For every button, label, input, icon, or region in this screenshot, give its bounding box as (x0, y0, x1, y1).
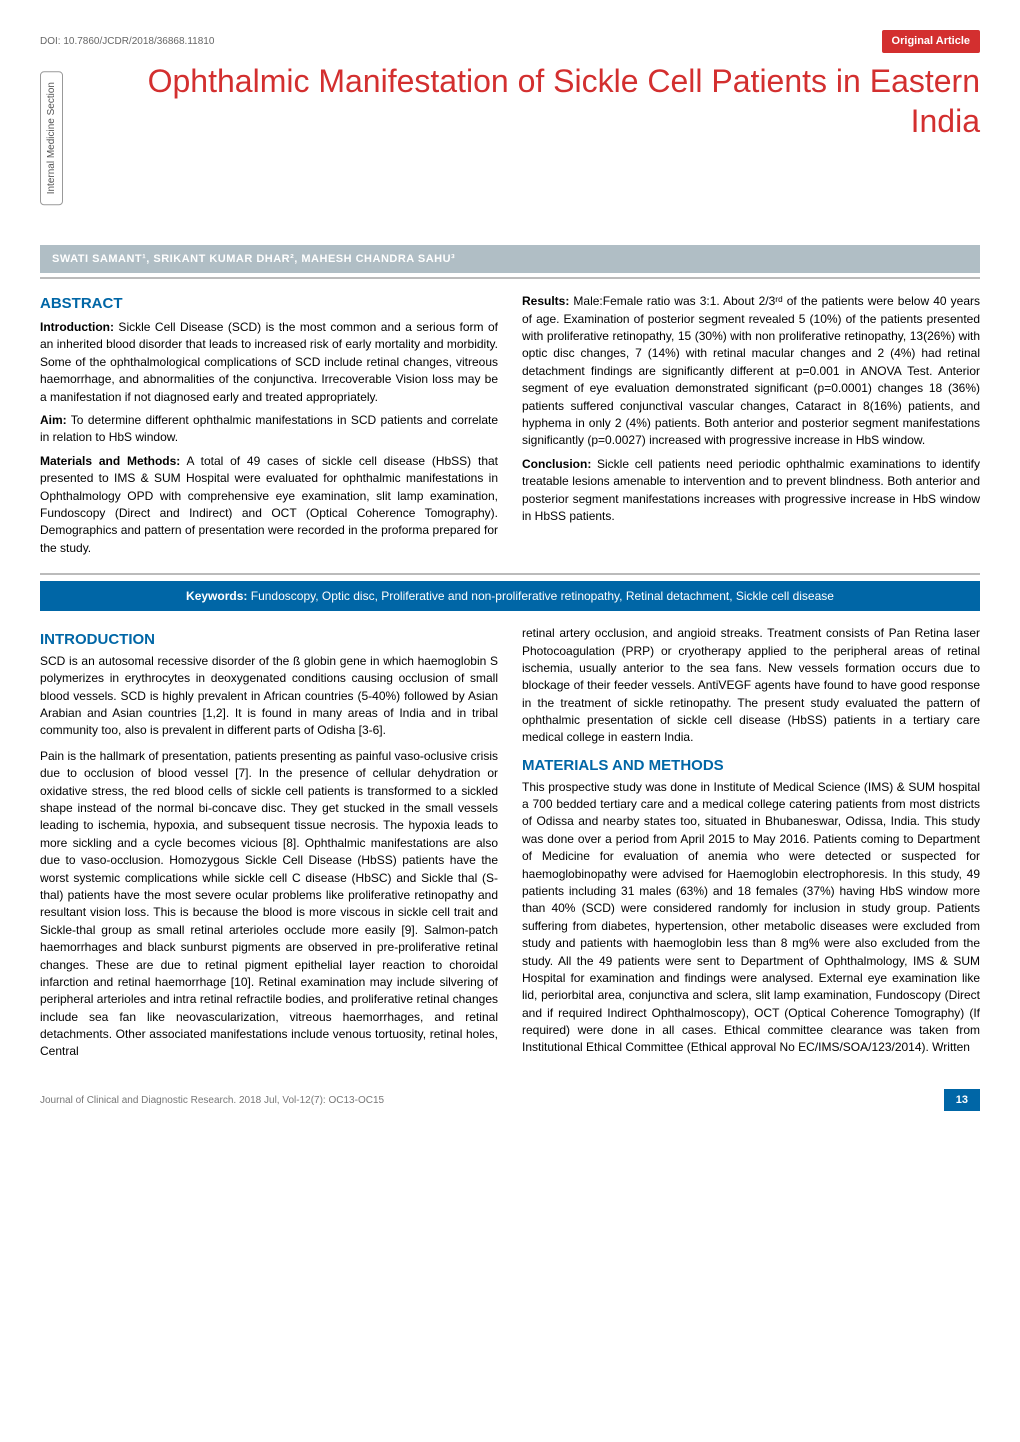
doi-text: DOI: 10.7860/JCDR/2018/36868.11810 (40, 34, 214, 49)
abstract-left-column: ABSTRACT Introduction: Sickle Cell Disea… (40, 293, 498, 563)
abstract-materials-methods: Materials and Methods: A total of 49 cas… (40, 453, 498, 557)
mm-label: Materials and Methods: (40, 454, 180, 468)
results-label: Results: (522, 294, 569, 308)
article-type-badge: Original Article (882, 30, 980, 53)
mm-text: A total of 49 cases of sickle cell disea… (40, 454, 498, 555)
article-title: Ophthalmic Manifestation of Sickle Cell … (78, 61, 980, 141)
abstract-intro: Introduction: Sickle Cell Disease (SCD) … (40, 319, 498, 406)
page-number: 13 (944, 1089, 980, 1112)
keywords-bar: Keywords: Fundoscopy, Optic disc, Prolif… (40, 581, 980, 611)
body-right-column: retinal artery occlusion, and angioid st… (522, 625, 980, 1069)
materials-methods-heading: MATERIALS AND METHODS (522, 755, 980, 777)
keywords-text: Fundoscopy, Optic disc, Proliferative an… (247, 589, 834, 603)
results-text: Male:Female ratio was 3:1. About 2/3ʳᵈ o… (522, 294, 980, 447)
aim-text: To determine different ophthalmic manife… (40, 413, 498, 444)
header: Internal Medicine Section Ophthalmic Man… (40, 61, 980, 205)
footer: Journal of Clinical and Diagnostic Resea… (40, 1089, 980, 1112)
abstract-heading: ABSTRACT (40, 293, 498, 315)
body-columns: INTRODUCTION SCD is an autosomal recessi… (40, 625, 980, 1069)
top-bar: DOI: 10.7860/JCDR/2018/36868.11810 Origi… (40, 30, 980, 53)
intro-label: Introduction: (40, 320, 114, 334)
intro-paragraph-3: retinal artery occlusion, and angioid st… (522, 625, 980, 747)
keywords-label: Keywords: (186, 589, 247, 603)
conclusion-text: Sickle cell patients need periodic ophth… (522, 457, 980, 523)
authors-bar: SWATI SAMANT¹, SRIKANT KUMAR DHAR², MAHE… (40, 245, 980, 274)
aim-label: Aim: (40, 413, 67, 427)
body-left-column: INTRODUCTION SCD is an autosomal recessi… (40, 625, 498, 1069)
section-tab: Internal Medicine Section (40, 71, 63, 205)
abstract-aim: Aim: To determine different ophthalmic m… (40, 412, 498, 447)
abstract-right-column: Results: Male:Female ratio was 3:1. Abou… (522, 293, 980, 563)
intro-paragraph-1: SCD is an autosomal recessive disorder o… (40, 653, 498, 740)
conclusion-label: Conclusion: (522, 457, 591, 471)
abstract-conclusion: Conclusion: Sickle cell patients need pe… (522, 456, 980, 526)
abstract-results: Results: Male:Female ratio was 3:1. Abou… (522, 293, 980, 450)
mm-paragraph-1: This prospective study was done in Insti… (522, 779, 980, 1057)
intro-paragraph-2: Pain is the hallmark of presentation, pa… (40, 748, 498, 1061)
abstract-section: ABSTRACT Introduction: Sickle Cell Disea… (40, 277, 980, 575)
journal-citation: Journal of Clinical and Diagnostic Resea… (40, 1093, 384, 1108)
introduction-heading: INTRODUCTION (40, 629, 498, 651)
